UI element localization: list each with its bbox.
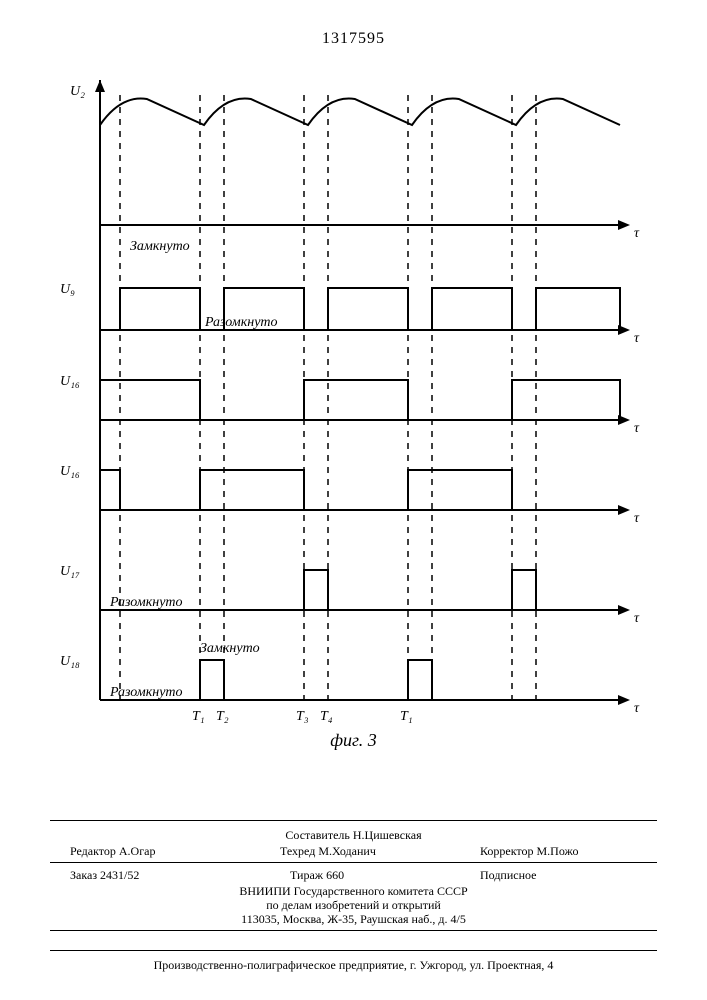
compiler: Составитель Н.Цишевская <box>0 828 707 843</box>
tech: Техред М.Ходанич <box>280 844 376 859</box>
corrector: Корректор М.Пожо <box>480 844 579 859</box>
svg-text:Разомкнуто: Разомкнуто <box>204 315 278 330</box>
svg-text:τ: τ <box>634 701 640 716</box>
footer-rule-4 <box>50 950 657 951</box>
svg-text:Разомкнуто: Разомкнуто <box>109 595 183 610</box>
org2: по делам изобретений и открытий <box>0 898 707 913</box>
footer-rule-2 <box>50 862 657 863</box>
svg-text:τ: τ <box>634 331 640 346</box>
svg-text:Замкнуто: Замкнуто <box>130 239 190 254</box>
svg-text:T₃: T₃ <box>296 709 309 724</box>
svg-text:τ: τ <box>634 421 640 436</box>
svg-text:τ: τ <box>634 226 640 241</box>
editor: Редактор А.Огар <box>70 844 155 859</box>
figure-label: фиг. 3 <box>0 730 707 751</box>
svg-text:T₁: T₁ <box>192 709 205 724</box>
svg-text:U₁₆: U₁₆ <box>60 464 80 479</box>
svg-text:Разомкнуто: Разомкнуто <box>109 685 183 700</box>
svg-text:T₂: T₂ <box>216 709 229 724</box>
svg-text:U₂: U₂ <box>70 84 85 99</box>
org1: ВНИИПИ Государственного комитета СССР <box>0 884 707 899</box>
subscription: Подписное <box>480 868 537 883</box>
order: Заказ 2431/52 <box>70 868 139 883</box>
svg-text:τ: τ <box>634 511 640 526</box>
svg-text:Замкнуто: Замкнуто <box>200 641 260 656</box>
footer-rule-3 <box>50 930 657 931</box>
printer: Производственно-полиграфическое предприя… <box>0 958 707 973</box>
timing-diagram: U₂ τ τ U₉ Замкнуто Разомкнуто τ U₁₆ τ U₁₆ τ U₁₇ Разо… <box>0 0 707 740</box>
svg-text:T₁: T₁ <box>400 709 413 724</box>
svg-text:τ: τ <box>634 611 640 626</box>
tirage: Тираж 660 <box>290 868 344 883</box>
svg-text:U₁₇: U₁₇ <box>60 564 80 579</box>
addr: 113035, Москва, Ж-35, Раушская наб., д. … <box>0 912 707 927</box>
svg-text:U₁₆: U₁₆ <box>60 374 80 389</box>
svg-text:U₁₈: U₁₈ <box>60 654 80 669</box>
footer-rule-1 <box>50 820 657 821</box>
svg-text:T₄: T₄ <box>320 709 333 724</box>
svg-text:U₉: U₉ <box>60 282 75 297</box>
